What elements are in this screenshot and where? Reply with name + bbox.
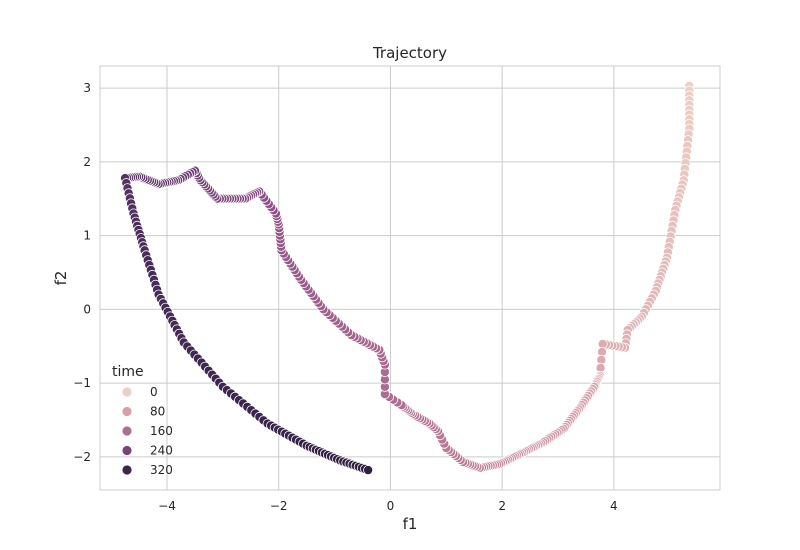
x-tick-labels: −4 −2 0 2 4 [158,499,618,513]
x-tick-label: 4 [610,499,618,513]
x-tick-label: 2 [498,499,506,513]
legend-marker [121,386,133,398]
legend-label: 240 [150,444,173,458]
y-tick-label: 2 [83,155,91,169]
plot-area-background [100,66,720,490]
legend-label: 320 [150,463,173,477]
x-tick-label: 0 [387,499,395,513]
y-axis-label: f2 [52,271,70,286]
scatter-point [363,465,374,476]
chart-title: Trajectory [372,44,447,62]
x-tick-label: −2 [270,499,288,513]
y-tick-label: −1 [73,376,91,390]
y-tick-labels: −2 −1 0 1 2 3 [73,81,91,464]
legend-marker [121,445,133,456]
legend-label: 80 [150,405,165,419]
legend-entries: 0 80 160 240 320 [121,385,173,477]
legend-marker [121,406,133,417]
grid-lines [100,66,720,490]
scatter-points [120,80,695,476]
legend-marker [121,425,133,437]
legend-marker [121,464,133,476]
y-tick-label: 3 [83,81,91,95]
legend-label: 160 [150,424,173,438]
y-tick-label: 1 [83,229,91,243]
x-tick-label: −4 [158,499,176,513]
y-tick-label: −2 [73,450,91,464]
legend-label: 0 [150,385,158,399]
y-tick-label: 0 [83,302,91,316]
legend: time 0 80 160 240 320 [112,364,173,477]
legend-title: time [112,364,144,380]
x-axis-label: f1 [403,515,418,533]
plot-frame [99,65,721,491]
